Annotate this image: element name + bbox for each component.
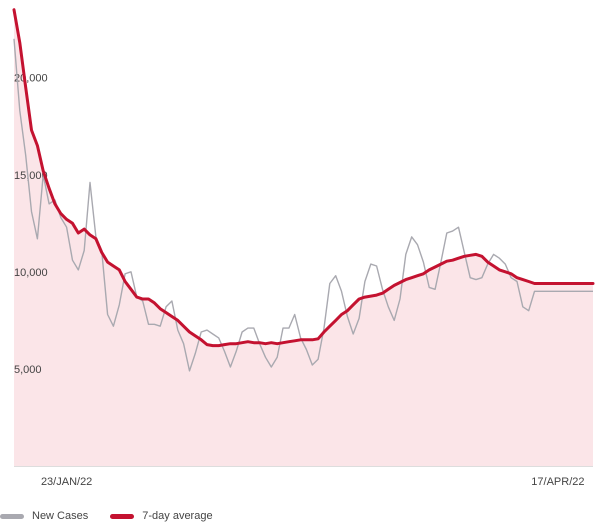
x-axis-ticks: 23/JAN/22 17/APR/22 xyxy=(41,476,585,488)
y-tick-label: 10,000 xyxy=(14,267,48,279)
legend-item-7-day-average[interactable]: 7-day average xyxy=(110,510,213,522)
y-tick-label: 20,000 xyxy=(14,73,48,85)
legend-label-7-day-average: 7-day average xyxy=(142,510,213,522)
y-tick-label: 15,000 xyxy=(14,170,48,182)
x-tick-label: 17/APR/22 xyxy=(531,476,584,488)
legend-label-new-cases: New Cases xyxy=(32,510,89,522)
seven-day-average-line xyxy=(12,8,595,348)
legend-item-new-cases[interactable]: New Cases xyxy=(0,510,88,522)
chart: 20,000 15,000 10,000 5,000 23/JAN/22 17/APR/… xyxy=(12,8,595,488)
area-layer xyxy=(14,9,593,466)
new-cases-series xyxy=(13,38,593,372)
new-cases-line xyxy=(13,38,593,372)
seven-day-average-series xyxy=(12,8,595,348)
legend-swatch-7-day-average xyxy=(110,513,135,519)
legend: New Cases 7-day average xyxy=(0,507,235,525)
area-under-average xyxy=(14,9,593,466)
x-tick-label: 23/JAN/22 xyxy=(41,476,92,488)
y-axis-ticks: 20,000 15,000 10,000 5,000 xyxy=(14,73,48,376)
legend-swatch-new-cases xyxy=(0,513,24,519)
y-tick-label: 5,000 xyxy=(14,364,42,376)
